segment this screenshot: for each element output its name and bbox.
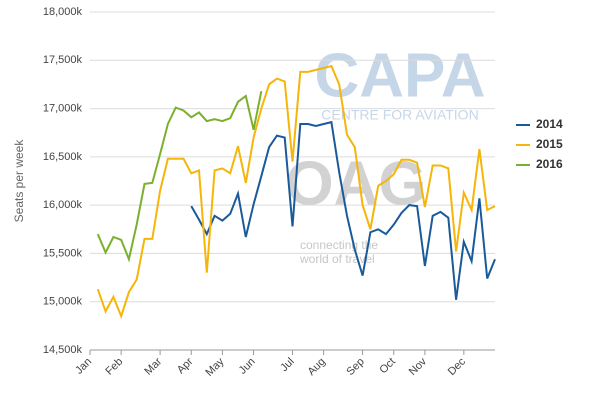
y-tick-label: 16,500k xyxy=(43,151,83,163)
x-tick-label: Oct xyxy=(377,356,398,377)
y-axis-label: Seats per week xyxy=(12,139,26,223)
x-tick-label: Nov xyxy=(407,355,430,378)
legend-label: 2016 xyxy=(536,157,563,171)
y-tick-label: 18,000k xyxy=(43,6,83,18)
x-tick-label: Dec xyxy=(446,355,469,378)
x-tick-label: Apr xyxy=(175,355,196,376)
x-tick-label: May xyxy=(203,355,227,379)
y-tick-label: 17,000k xyxy=(43,102,83,114)
watermark: world of travel xyxy=(299,252,375,266)
watermark: connecting the xyxy=(300,238,378,252)
series-line xyxy=(190,120,496,300)
y-tick-label: 14,500k xyxy=(43,344,83,356)
x-tick-label: Jun xyxy=(237,356,258,377)
watermark: CENTRE FOR AVIATION xyxy=(321,107,478,123)
y-tick-label: 17,500k xyxy=(43,54,83,66)
watermark: CAPA xyxy=(314,41,485,110)
legend-label: 2015 xyxy=(536,137,563,151)
x-tick-label: Sep xyxy=(344,356,366,378)
series-line xyxy=(96,91,263,263)
y-tick-label: 15,500k xyxy=(43,247,83,259)
x-tick-label: Feb xyxy=(103,356,125,378)
legend-label: 2014 xyxy=(536,117,563,131)
series-line xyxy=(96,64,496,320)
x-tick-label: Mar xyxy=(142,355,164,377)
y-tick-label: 15,000k xyxy=(43,296,83,308)
y-tick-label: 16,000k xyxy=(43,199,83,211)
x-tick-label: Jan xyxy=(73,356,94,377)
x-tick-label: Aug xyxy=(306,356,328,378)
x-tick-label: Jul xyxy=(278,356,296,374)
